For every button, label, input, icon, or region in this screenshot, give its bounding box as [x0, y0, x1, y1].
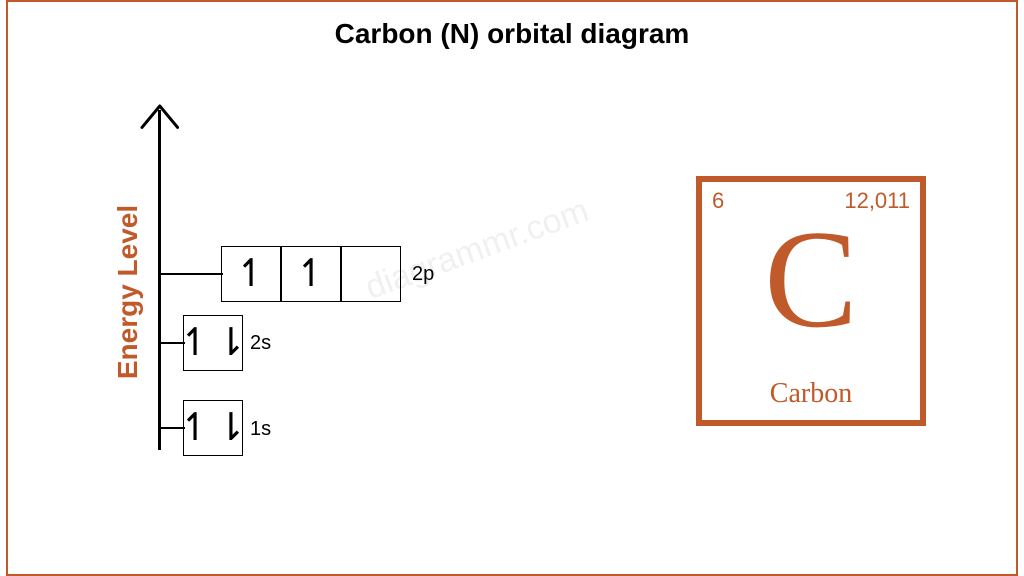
orbital-label: 1s — [250, 418, 271, 441]
axis-tick — [161, 273, 223, 275]
electron-up-icon: ↿ — [179, 409, 211, 447]
energy-axis-arrowhead — [140, 104, 180, 133]
orbital-label: 2s — [250, 332, 271, 355]
electron-up-icon: ↿ — [235, 255, 267, 293]
electron-down-icon: ⇂ — [215, 409, 247, 447]
element-symbol: C — [702, 210, 920, 350]
orbital-box: ↿ — [281, 246, 341, 302]
electron-down-icon: ⇂ — [215, 324, 247, 362]
electron-up-icon: ↿ — [295, 255, 327, 293]
orbital-label: 2p — [412, 263, 434, 286]
orbital-box: ↿ — [221, 246, 281, 302]
energy-axis-line — [158, 110, 161, 450]
energy-axis-label: Energy Level — [112, 197, 144, 387]
diagram-title: Carbon (N) orbital diagram — [0, 18, 1024, 50]
orbital-box: ↿⇂ — [183, 400, 243, 456]
element-name: Carbon — [702, 378, 920, 410]
orbital-box: ↿⇂ — [183, 315, 243, 371]
element-tile: 6 12,011 C Carbon — [696, 176, 926, 426]
orbital-box — [341, 246, 401, 302]
electron-up-icon: ↿ — [179, 324, 211, 362]
